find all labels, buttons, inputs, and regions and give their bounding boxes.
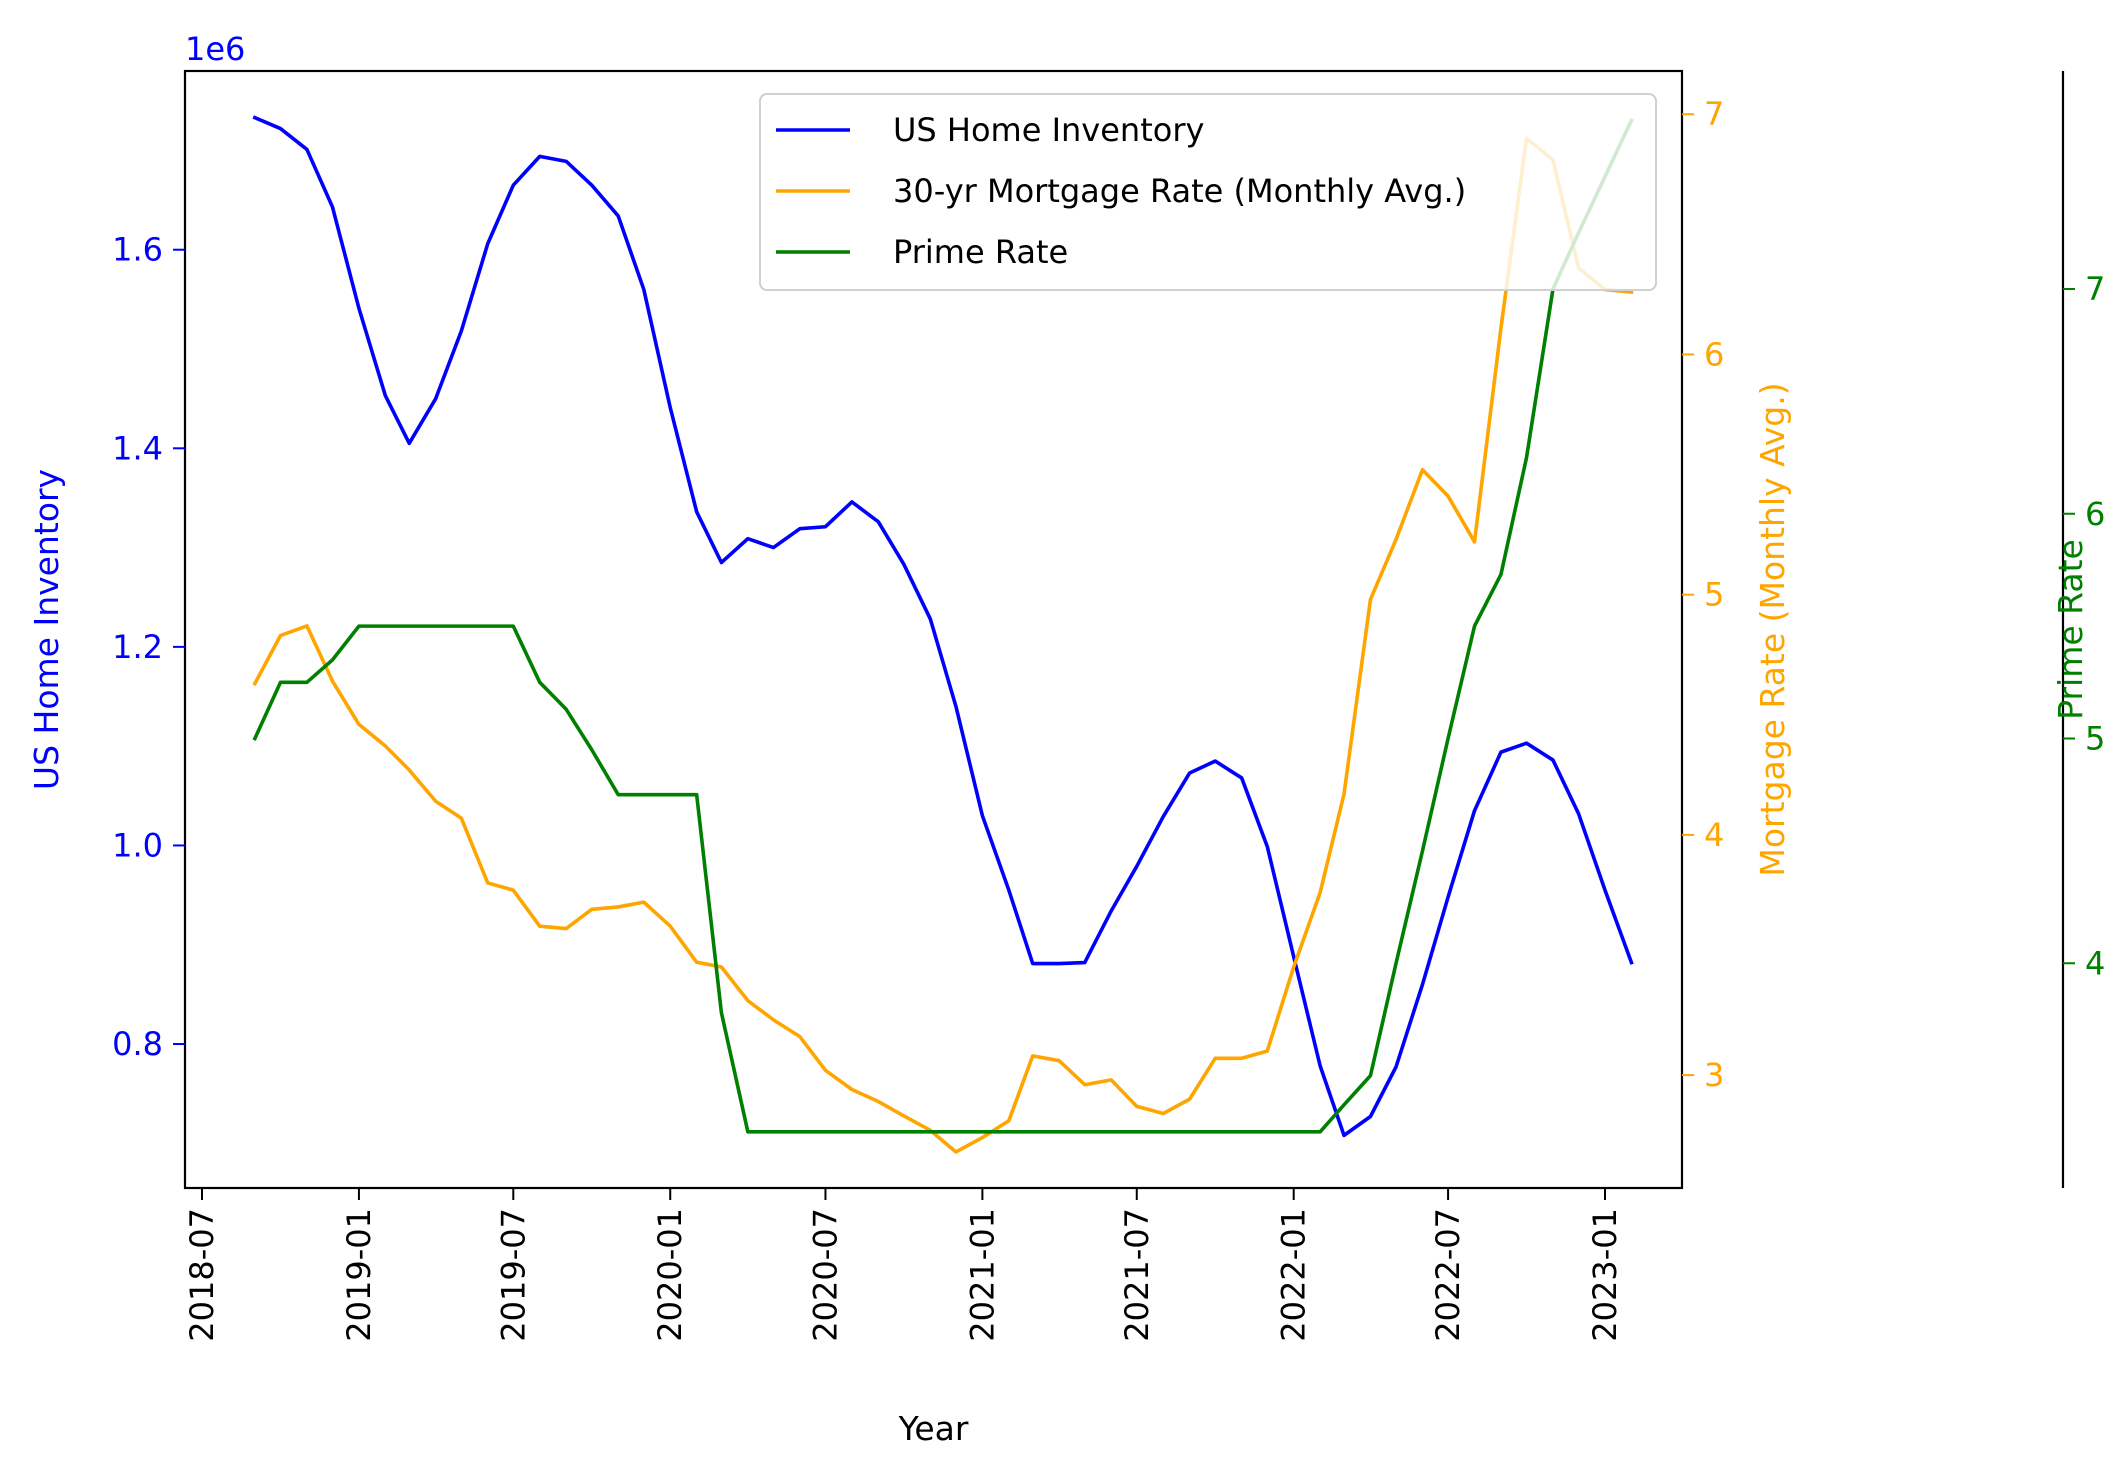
prime-tick-label-1: 5 <box>2085 720 2105 758</box>
series-line-1 <box>252 136 1634 1154</box>
series-line-2 <box>252 118 1634 1134</box>
legend-label-1: 30-yr Mortgage Rate (Monthly Avg.) <box>893 172 1466 210</box>
right-y-axis-mortgage: 3 4 5 6 7 Mortgage Rate (Monthly Avg.) <box>1682 95 1792 1094</box>
mortgage-tick-label-0: 3 <box>1704 1056 1724 1094</box>
x-axis: 2018-07 2019-01 2019-07 2020-01 2020-07 2021-… <box>183 1188 1624 1448</box>
prime-tick-label-0: 4 <box>2085 944 2105 982</box>
mortgage-tick-label-1: 4 <box>1704 816 1724 854</box>
x-tick-label-0: 2018-07 <box>183 1208 221 1342</box>
x-tick-label-5: 2021-01 <box>963 1208 1001 1342</box>
x-tick-label-4: 2020-07 <box>806 1208 844 1342</box>
left-axis-label: US Home Inventory <box>27 469 66 790</box>
x-tick-label-2: 2019-07 <box>494 1208 532 1342</box>
prime-tick-label-3: 7 <box>2085 270 2105 308</box>
legend: US Home Inventory 30-yr Mortgage Rate (Mo… <box>759 93 1657 291</box>
x-tick-label-3: 2020-01 <box>651 1208 689 1342</box>
plot-frame <box>183 69 2065 1190</box>
left-tick-label-3: 1.4 <box>112 429 163 467</box>
x-tick-label-9: 2023-01 <box>1586 1208 1624 1342</box>
left-tick-label-0: 0.8 <box>112 1025 163 1063</box>
right-y-axis-prime: 4 5 6 7 Prime Rate <box>2051 270 2105 982</box>
left-tick-label-2: 1.2 <box>112 628 163 666</box>
left-tick-label-1: 1.0 <box>112 826 163 864</box>
x-tick-label-8: 2022-07 <box>1429 1208 1467 1342</box>
x-tick-label-7: 2022-01 <box>1275 1208 1313 1342</box>
x-tick-label-1: 2019-01 <box>340 1208 378 1342</box>
mortgage-tick-label-3: 6 <box>1704 335 1724 373</box>
legend-label-2: Prime Rate <box>893 233 1068 271</box>
prime-tick-label-2: 6 <box>2085 495 2105 533</box>
x-tick-label-6: 2021-07 <box>1118 1208 1156 1342</box>
legend-label-0: US Home Inventory <box>893 111 1204 149</box>
left-y-axis: 0.8 1.0 1.2 1.4 1.6 1e6 US Home Inventory <box>27 30 245 1063</box>
prime-axis-label: Prime Rate <box>2051 539 2090 720</box>
left-offset-text: 1e6 <box>185 30 245 68</box>
legend-box <box>759 93 1657 291</box>
mortgage-tick-label-4: 7 <box>1704 95 1724 133</box>
left-tick-label-4: 1.6 <box>112 231 163 269</box>
series-lines <box>252 115 1634 1154</box>
mortgage-axis-label: Mortgage Rate (Monthly Avg.) <box>1753 382 1792 876</box>
x-axis-label: Year <box>898 1409 969 1448</box>
plot-border <box>183 69 1684 1190</box>
series-line-0 <box>252 115 1634 1138</box>
mortgage-tick-label-2: 5 <box>1704 576 1724 614</box>
